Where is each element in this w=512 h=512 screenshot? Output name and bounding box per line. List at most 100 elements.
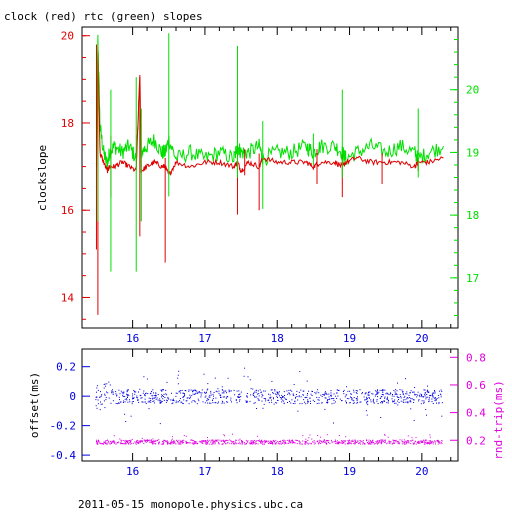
x-tick-label: 17 — [198, 332, 211, 345]
rnd-trip-point — [199, 441, 201, 443]
offset-point — [268, 402, 270, 404]
rnd-trip-point — [139, 440, 141, 442]
rnd-trip-point — [373, 442, 375, 444]
rnd-trip-point — [210, 443, 212, 445]
offset-point — [370, 399, 372, 401]
offset-point — [423, 389, 425, 391]
offset-point — [324, 392, 326, 394]
offset-point — [171, 403, 173, 405]
rnd-trip-point — [298, 440, 300, 442]
offset-point — [175, 392, 177, 394]
offset-point — [206, 398, 208, 400]
offset-point — [380, 402, 382, 404]
rnd-trip-point — [200, 441, 202, 443]
rnd-trip-point — [109, 443, 111, 445]
offset-point — [367, 400, 369, 402]
offset-point — [299, 371, 301, 372]
offset-point — [277, 391, 279, 393]
rnd-trip-point — [307, 442, 309, 444]
offset-point — [162, 396, 164, 397]
offset-point — [392, 400, 394, 402]
offset-point — [137, 399, 139, 401]
rnd-trip-point — [127, 440, 129, 442]
rnd-trip-point — [167, 441, 169, 443]
offset-point — [142, 392, 144, 394]
rnd-trip-point — [260, 441, 261, 443]
bottom-chart-ticks — [82, 349, 458, 461]
rnd-trip-point — [273, 439, 275, 441]
offset-point — [261, 400, 263, 402]
offset-point — [144, 401, 146, 403]
offset-point — [307, 393, 308, 394]
offset-point — [327, 399, 329, 401]
rnd-trip-point — [407, 441, 409, 442]
rnd-trip-point — [373, 443, 375, 445]
offset-point — [421, 396, 423, 398]
offset-point — [192, 393, 194, 395]
offset-point — [255, 391, 257, 393]
rnd-trip-point — [120, 439, 122, 441]
offset-point — [281, 397, 282, 399]
offset-point — [326, 402, 328, 403]
offset-point — [345, 401, 347, 403]
offset-point — [215, 397, 217, 399]
rnd-trip-point — [313, 440, 315, 442]
offset-point — [327, 401, 329, 403]
offset-point — [117, 403, 119, 405]
rnd-trip-point — [349, 439, 351, 441]
offset-point — [204, 396, 206, 398]
rnd-trip-point — [225, 439, 227, 441]
rnd-trip-point — [212, 443, 214, 445]
offset-point — [328, 399, 330, 400]
rnd-trip-point — [349, 440, 351, 442]
rnd-trip-point — [209, 443, 211, 445]
offset-point — [97, 399, 99, 401]
rnd-trip-point — [378, 442, 379, 444]
rnd-trip-point — [162, 443, 163, 445]
offset-point — [222, 389, 224, 391]
offset-point — [132, 395, 134, 397]
rnd-trip-point — [106, 443, 108, 445]
rnd-trip-point — [230, 440, 232, 442]
offset-point — [178, 370, 180, 372]
offset-point — [311, 395, 313, 396]
rnd-trip-point — [299, 441, 301, 443]
rnd-trip-point — [269, 442, 271, 444]
rnd-trip-point — [172, 440, 174, 442]
rnd-trip-point — [267, 441, 269, 443]
rnd-trip-point — [193, 443, 195, 445]
rnd-trip-point — [152, 442, 154, 444]
offset-point — [134, 393, 136, 395]
offset-point — [119, 401, 121, 403]
offset-point — [330, 390, 332, 392]
offset-point — [175, 400, 177, 402]
offset-point — [120, 390, 122, 392]
offset-point — [406, 393, 408, 395]
rnd-trip-point — [441, 443, 443, 445]
rnd-trip-point — [435, 443, 436, 445]
offset-point — [295, 397, 296, 399]
rnd-trip-point — [123, 440, 125, 442]
rnd-trip-point — [354, 442, 356, 444]
rnd-trip-point — [177, 441, 179, 443]
offset-point — [312, 399, 314, 401]
rnd-trip-point — [378, 441, 380, 443]
offset-point — [357, 398, 359, 400]
offset-point — [268, 399, 270, 401]
offset-point — [200, 392, 202, 394]
offset-point — [290, 389, 292, 391]
offset-point — [343, 389, 345, 391]
rnd-trip-point — [210, 441, 212, 443]
offset-point — [198, 391, 200, 393]
offset-point — [267, 399, 269, 401]
rnd-trip-point — [183, 439, 185, 441]
offset-point — [278, 393, 280, 395]
offset-point — [341, 400, 342, 402]
offset-point — [397, 396, 399, 398]
rnd-trip-point — [407, 442, 409, 444]
offset-point — [150, 401, 152, 403]
offset-point — [126, 398, 127, 400]
rnd-trip-point — [431, 440, 433, 442]
offset-point — [132, 397, 134, 399]
offset-point — [208, 396, 210, 398]
